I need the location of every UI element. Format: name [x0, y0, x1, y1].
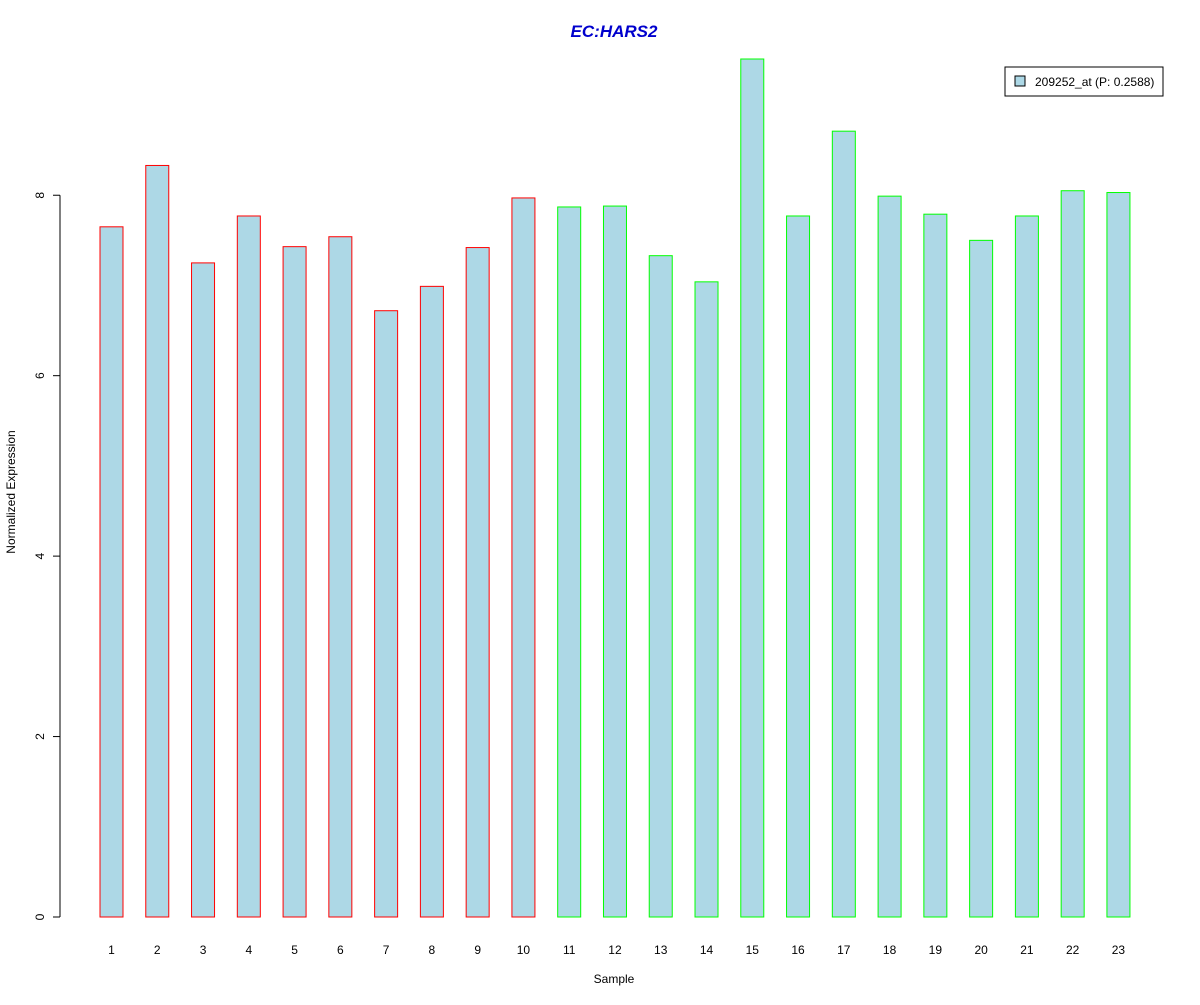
- bar-sample-4: [236, 215, 261, 918]
- bar-sample-10: [511, 197, 536, 918]
- x-tick-label: 21: [1020, 943, 1034, 957]
- bar-sample-14: [694, 281, 719, 918]
- x-tick-labels: 1 2 3 4 5 6 7 8 9 10 11 12 13 14 15 16 17 18 19 20 21 22 23: [108, 943, 1125, 957]
- legend-swatch: [1014, 75, 1026, 87]
- x-tick-label: 17: [837, 943, 851, 957]
- bar-sample-5: [282, 246, 307, 918]
- x-tick-label: 10: [517, 943, 531, 957]
- legend-box: [1004, 66, 1164, 97]
- x-tick-label: 8: [429, 943, 436, 957]
- y-tick-label: 8: [33, 192, 47, 199]
- x-tick-label: 22: [1066, 943, 1080, 957]
- chart-title: EC:HARS2: [571, 22, 658, 41]
- x-tick-label: 3: [200, 943, 207, 957]
- bar-sample-16: [786, 215, 811, 918]
- x-tick-label: 20: [974, 943, 988, 957]
- x-tick-label: 9: [474, 943, 481, 957]
- x-tick-label: 1: [108, 943, 115, 957]
- x-tick-label: 23: [1112, 943, 1126, 957]
- x-tick-label: 16: [791, 943, 805, 957]
- x-tick-label: 5: [291, 943, 298, 957]
- bar-sample-15: [740, 58, 765, 918]
- bar-sample-1: [99, 226, 124, 918]
- x-tick-label: 12: [608, 943, 622, 957]
- bar-sample-19: [923, 213, 948, 918]
- bar-sample-7: [374, 310, 399, 918]
- legend-label: 209252_at (P: 0.2588): [1035, 75, 1154, 89]
- x-tick-label: 13: [654, 943, 668, 957]
- x-axis-label: Sample: [594, 972, 635, 986]
- bar-sample-3: [191, 262, 216, 918]
- bars-group: [99, 58, 1131, 918]
- y-tick-label: 6: [33, 372, 47, 379]
- legend: 209252_at (P: 0.2588): [1004, 66, 1164, 97]
- x-tick-label: 15: [746, 943, 760, 957]
- y-tick-label: 2: [33, 733, 47, 740]
- bar-sample-13: [648, 255, 673, 918]
- bar-sample-11: [557, 206, 582, 918]
- bar-sample-20: [969, 239, 994, 918]
- bar-sample-23: [1106, 192, 1131, 918]
- x-tick-label: 6: [337, 943, 344, 957]
- x-tick-label: 11: [563, 943, 576, 957]
- y-axis: 0 2 4 6 8: [33, 192, 61, 920]
- x-tick-label: 19: [929, 943, 943, 957]
- bar-sample-21: [1014, 215, 1039, 918]
- bar-sample-2: [145, 164, 170, 918]
- bar-sample-12: [602, 205, 627, 918]
- x-tick-label: 4: [245, 943, 252, 957]
- bar-sample-17: [831, 130, 856, 918]
- x-tick-label: 18: [883, 943, 897, 957]
- bar-sample-22: [1060, 190, 1085, 918]
- x-tick-label: 7: [383, 943, 390, 957]
- y-tick-label: 0: [33, 913, 47, 920]
- x-tick-label: 14: [700, 943, 714, 957]
- bar-sample-18: [877, 195, 902, 918]
- bar-sample-8: [419, 285, 444, 918]
- y-axis-label: Normalized Expression: [4, 430, 18, 553]
- bar-sample-6: [328, 236, 353, 918]
- y-tick-label: 4: [33, 552, 47, 559]
- bar-sample-9: [465, 247, 490, 918]
- x-tick-label: 2: [154, 943, 161, 957]
